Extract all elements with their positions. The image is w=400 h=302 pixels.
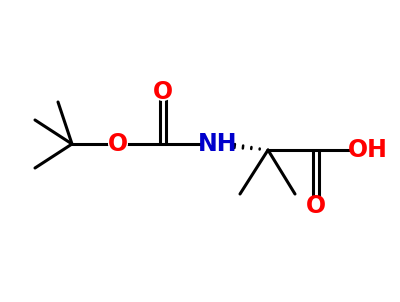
Ellipse shape	[153, 83, 173, 101]
Text: O: O	[306, 194, 326, 218]
Text: O: O	[108, 132, 128, 156]
Ellipse shape	[352, 140, 384, 160]
Ellipse shape	[306, 197, 326, 215]
Text: OH: OH	[348, 138, 388, 162]
Text: NH: NH	[198, 132, 238, 156]
Ellipse shape	[203, 134, 233, 154]
Ellipse shape	[108, 135, 128, 153]
Text: O: O	[153, 80, 173, 104]
